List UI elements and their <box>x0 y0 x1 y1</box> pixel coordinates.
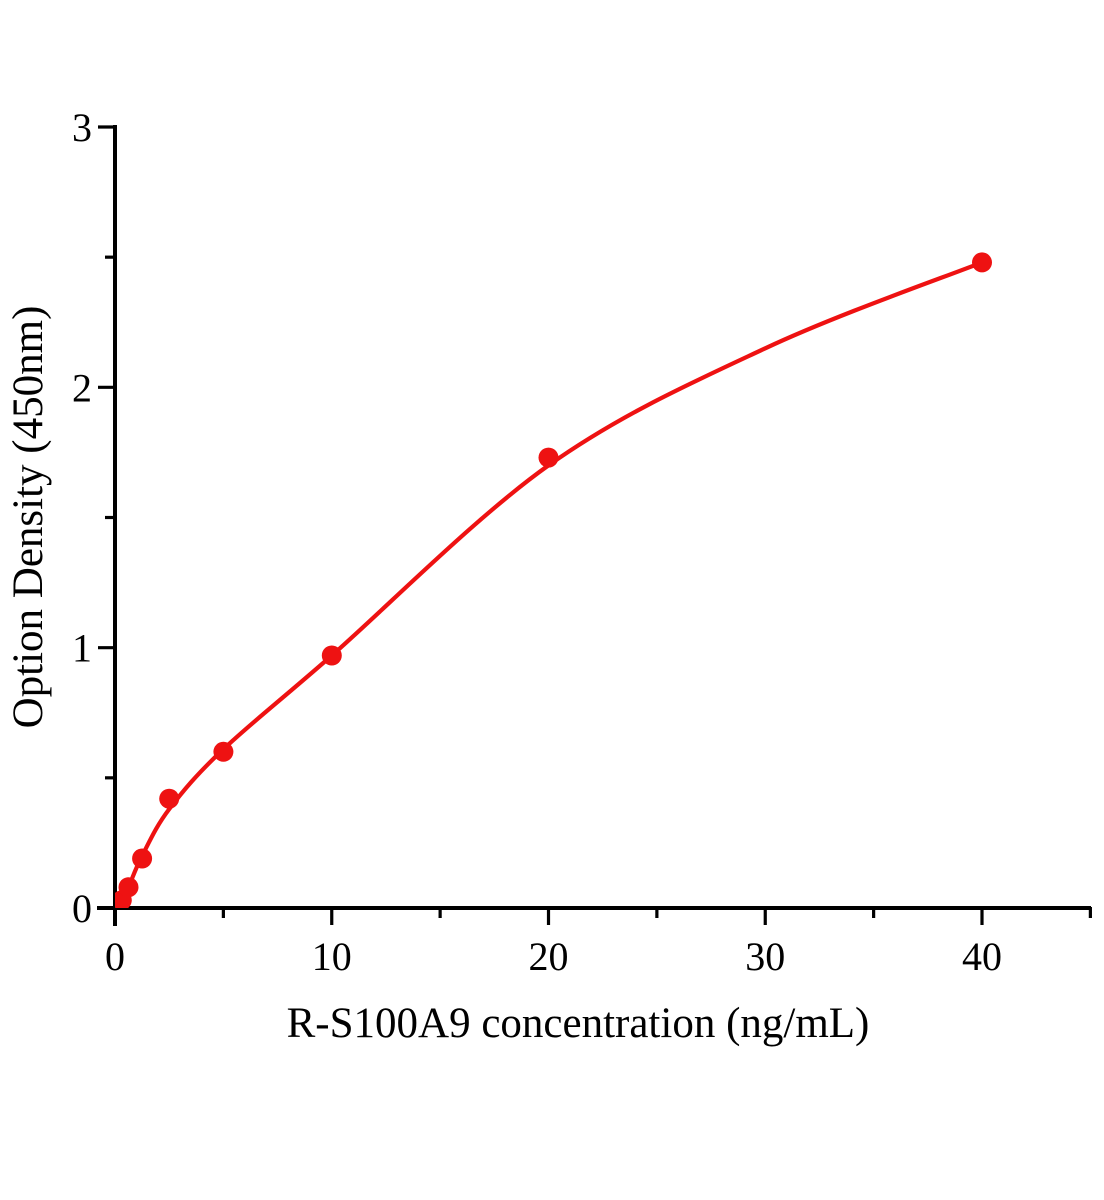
data-point <box>972 252 992 273</box>
plot-area <box>115 252 992 908</box>
y-axis-title: Option Density (450nm) <box>5 306 52 729</box>
y-tick-label: 1 <box>72 626 92 671</box>
x-tick-label: 10 <box>312 934 352 979</box>
x-tick-label: 0 <box>105 934 125 979</box>
data-point <box>321 645 342 666</box>
data-point <box>213 741 234 762</box>
fit-curve <box>117 260 985 908</box>
y-tick-label: 2 <box>72 365 92 410</box>
x-tick-label: 30 <box>745 934 785 979</box>
x-tick-label: 20 <box>529 934 569 979</box>
data-point <box>538 447 559 468</box>
y-tick-label: 0 <box>72 886 92 931</box>
data-point <box>118 877 139 898</box>
x-axis-title: R-S100A9 concentration (ng/mL) <box>287 1000 870 1047</box>
y-tick-label: 3 <box>72 105 92 150</box>
x-tick-label: 40 <box>962 934 1002 979</box>
data-point <box>132 848 153 869</box>
data-point <box>159 788 180 809</box>
